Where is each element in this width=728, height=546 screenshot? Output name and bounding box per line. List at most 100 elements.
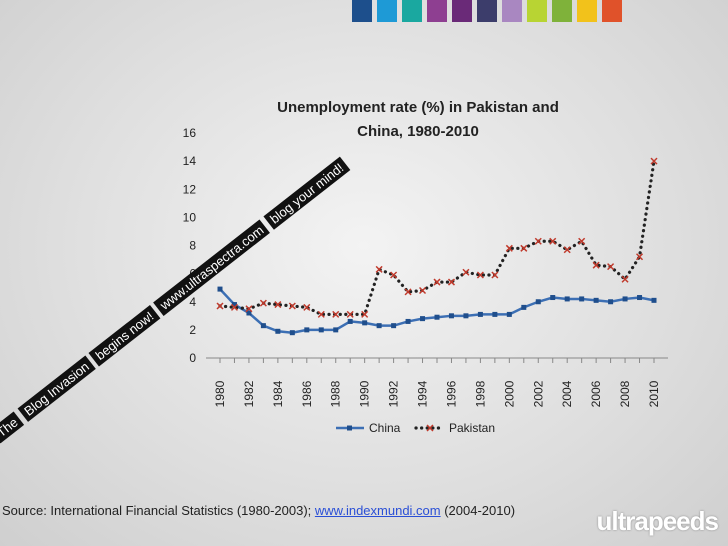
marker-stroke [505, 244, 513, 252]
x-tick-label: 1992 [387, 380, 401, 407]
marker-stroke [259, 299, 267, 307]
marker-stroke [476, 271, 484, 279]
data-point-china [506, 311, 512, 317]
data-point-china [637, 295, 643, 301]
data-point-pakistan [650, 157, 658, 165]
data-point-pakistan [534, 237, 542, 245]
data-point-china [246, 310, 252, 316]
marker-stroke [419, 286, 427, 295]
data-point-pakistan [462, 268, 470, 276]
marker-stroke [317, 310, 325, 318]
data-point-pakistan [375, 265, 383, 273]
marker-stroke [592, 261, 600, 269]
color-swatch [577, 0, 597, 22]
source-citation: Source: International Financial Statisti… [2, 503, 515, 518]
marker-stroke [288, 302, 296, 310]
data-point-china [550, 295, 556, 301]
marker-stroke [346, 310, 354, 318]
y-tick-label: 10 [183, 210, 197, 224]
data-point-china [463, 313, 469, 319]
series-line-china [219, 288, 655, 334]
chart-title: Unemployment rate (%) in Pakistan and Ch… [277, 99, 559, 140]
data-point-china [420, 316, 426, 322]
legend: China Pakistan [336, 421, 495, 435]
color-swatch [352, 0, 372, 22]
data-point-china [651, 297, 657, 303]
data-point-pakistan [419, 286, 427, 295]
data-point-pakistan [245, 305, 253, 313]
marker-stroke [332, 310, 340, 318]
data-point-pakistan [607, 263, 615, 271]
legend-label-china: China [369, 421, 401, 435]
data-point-pakistan [520, 244, 528, 252]
data-point-china [564, 296, 570, 302]
data-point-china [622, 296, 628, 302]
x-tick-label: 2010 [647, 380, 661, 407]
y-tick-label: 16 [183, 126, 197, 140]
x-tick-label: 2004 [560, 380, 574, 407]
data-point-pakistan [230, 303, 238, 311]
data-point-pakistan [259, 299, 267, 307]
data-point-pakistan [447, 278, 455, 286]
x-tick-label: 1998 [473, 380, 487, 407]
color-swatch-bar [352, 0, 622, 22]
data-point-pakistan [404, 288, 412, 296]
y-tick-label: 12 [183, 182, 197, 196]
data-point-china [608, 299, 614, 305]
data-point-pakistan [636, 253, 644, 261]
color-swatch [477, 0, 497, 22]
data-point-china [318, 327, 324, 333]
legend-marker-pakistan [426, 424, 434, 432]
x-tick-label: 1996 [444, 380, 458, 407]
y-tick-label: 4 [189, 295, 196, 309]
marker-stroke [621, 275, 629, 283]
y-tick-label: 2 [189, 323, 196, 337]
legend-label-pakistan: Pakistan [449, 421, 495, 435]
marker-stroke [607, 263, 615, 271]
data-point-china [217, 286, 223, 292]
data-point-china [362, 320, 368, 326]
marker-stroke [426, 424, 434, 432]
data-point-china [492, 311, 498, 317]
data-point-china [535, 299, 541, 305]
color-swatch [427, 0, 447, 22]
data-point-china [376, 323, 382, 329]
chart-title-line1: Unemployment rate (%) in Pakistan and [277, 99, 559, 116]
data-point-china [347, 318, 353, 324]
x-tick-label: 2006 [589, 380, 603, 407]
marker-stroke [520, 244, 528, 252]
marker-stroke [549, 237, 557, 245]
data-point-china [579, 296, 585, 302]
data-point-china [231, 302, 237, 308]
marker-stroke [303, 303, 311, 311]
data-point-pakistan [390, 271, 398, 279]
marker-stroke [361, 310, 369, 318]
data-point-pakistan [332, 310, 340, 318]
data-point-pakistan [303, 303, 311, 311]
data-point-pakistan [361, 310, 369, 318]
source-prefix: Source: International Financial Statisti… [2, 503, 315, 518]
color-swatch [602, 0, 622, 22]
marker-stroke [534, 237, 542, 245]
data-point-china [434, 314, 440, 320]
data-point-pakistan [274, 301, 282, 309]
data-point-china [521, 304, 527, 310]
color-swatch [402, 0, 422, 22]
data-point-pakistan [563, 246, 571, 254]
series-line-pakistan [218, 159, 656, 317]
data-point-china [289, 330, 295, 336]
marker-stroke [404, 288, 412, 296]
data-point-china [333, 327, 339, 333]
data-point-pakistan [216, 302, 224, 310]
x-tick-label: 1980 [213, 380, 227, 407]
marker-stroke [491, 271, 499, 279]
data-point-china [477, 311, 483, 317]
data-point-pakistan [505, 244, 513, 252]
marker-stroke [563, 246, 571, 254]
data-point-china [260, 323, 266, 329]
marker-stroke [216, 302, 224, 310]
x-tick-label: 1988 [329, 380, 343, 407]
source-link[interactable]: www.indexmundi.com [314, 503, 441, 518]
data-point-pakistan [433, 278, 441, 286]
